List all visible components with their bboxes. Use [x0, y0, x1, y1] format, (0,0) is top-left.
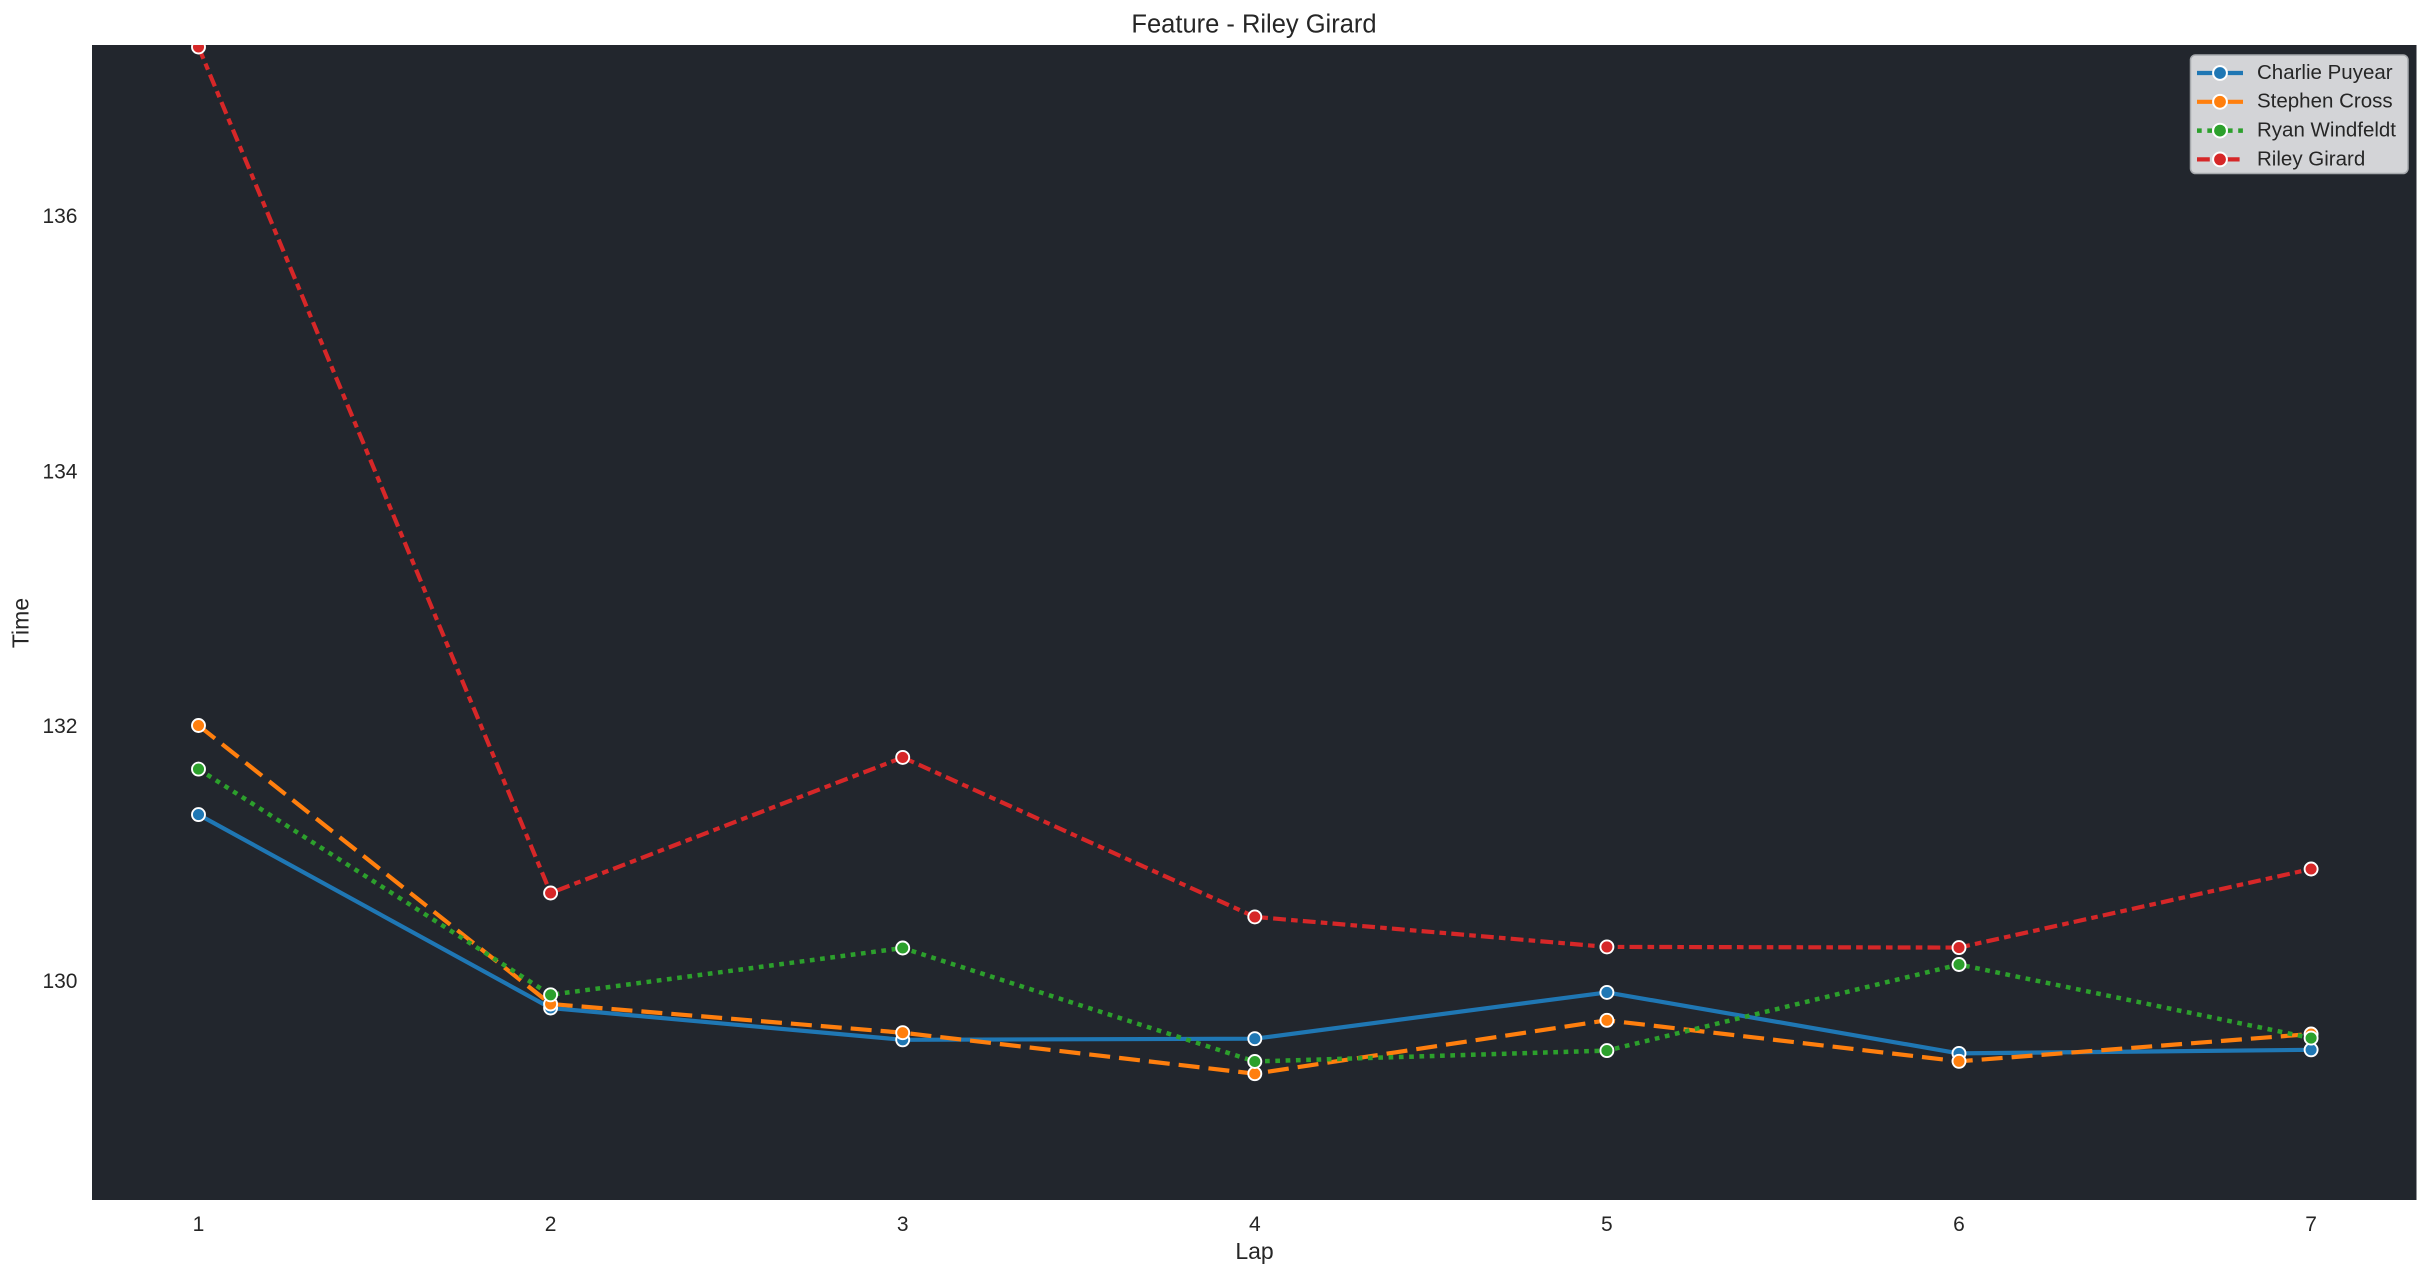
svg-text:6: 6 [1953, 1213, 1965, 1236]
svg-text:3: 3 [897, 1213, 909, 1236]
svg-text:Ryan Windfeldt: Ryan Windfeldt [2257, 119, 2396, 142]
svg-text:4: 4 [1249, 1213, 1261, 1236]
svg-text:Feature - Riley Girard: Feature - Riley Girard [1131, 11, 1376, 39]
svg-text:Riley Girard: Riley Girard [2257, 147, 2365, 170]
svg-text:Charlie Puyear: Charlie Puyear [2257, 61, 2393, 84]
svg-text:7: 7 [2305, 1213, 2317, 1236]
svg-text:2: 2 [545, 1213, 557, 1236]
svg-text:132: 132 [42, 715, 77, 738]
svg-text:130: 130 [42, 970, 77, 993]
svg-text:Lap: Lap [1235, 1238, 1273, 1264]
svg-text:5: 5 [1601, 1213, 1613, 1236]
svg-text:134: 134 [42, 460, 77, 483]
svg-text:Stephen Cross: Stephen Cross [2257, 90, 2393, 113]
svg-text:1: 1 [193, 1213, 205, 1236]
svg-text:Time: Time [8, 598, 34, 648]
svg-text:136: 136 [42, 205, 77, 228]
